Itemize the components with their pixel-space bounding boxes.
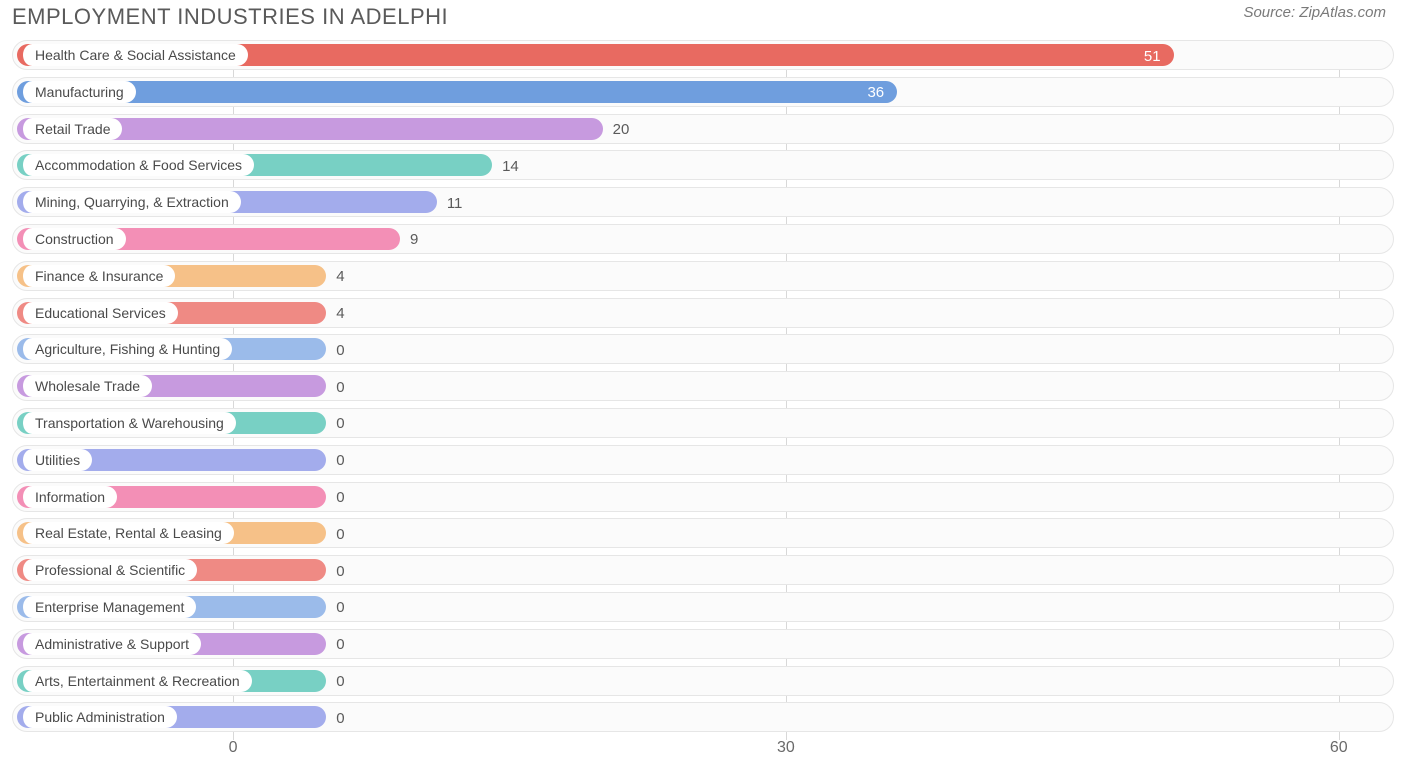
bar-row: Wholesale Trade 0	[12, 371, 1394, 401]
category-label: Manufacturing	[35, 84, 124, 100]
value-label: 0	[326, 372, 344, 402]
category-label: Information	[35, 489, 105, 505]
category-label: Mining, Quarrying, & Extraction	[35, 194, 229, 210]
category-pill: Professional & Scientific	[21, 559, 197, 581]
category-pill: Transportation & Warehousing	[21, 412, 236, 434]
value-label: 9	[400, 225, 418, 255]
category-label: Health Care & Social Assistance	[35, 47, 236, 63]
category-pill: Administrative & Support	[21, 633, 201, 655]
bar-rows: Health Care & Social Assistance 51 Manufac…	[12, 40, 1394, 732]
category-pill: Health Care & Social Assistance	[21, 44, 248, 66]
category-pill: Construction	[21, 228, 126, 250]
category-pill: Enterprise Management	[21, 596, 196, 618]
value-label: 14	[492, 151, 519, 181]
axis-tick: 0	[229, 739, 238, 757]
bar-row: Information 0	[12, 482, 1394, 512]
category-label: Arts, Entertainment & Recreation	[35, 673, 240, 689]
bar-row: Transportation & Warehousing 0	[12, 408, 1394, 438]
bar-row: Administrative & Support 0	[12, 629, 1394, 659]
category-pill: Public Administration	[21, 706, 177, 728]
axis-tick: 30	[777, 739, 795, 757]
category-pill: Mining, Quarrying, & Extraction	[21, 191, 241, 213]
category-label: Finance & Insurance	[35, 268, 163, 284]
bar-row: Agriculture, Fishing & Hunting 0	[12, 334, 1394, 364]
category-pill: Educational Services	[21, 302, 178, 324]
category-label: Real Estate, Rental & Leasing	[35, 525, 222, 541]
category-label: Accommodation & Food Services	[35, 157, 242, 173]
chart-header: EMPLOYMENT INDUSTRIES IN ADELPHI Source:…	[0, 0, 1406, 40]
bar-row: Real Estate, Rental & Leasing 0	[12, 518, 1394, 548]
category-pill: Real Estate, Rental & Leasing	[21, 522, 234, 544]
value-label: 4	[326, 299, 344, 329]
category-pill: Wholesale Trade	[21, 375, 152, 397]
category-label: Wholesale Trade	[35, 378, 140, 394]
bar-row: Utilities 0	[12, 445, 1394, 475]
value-label: 36	[857, 78, 884, 108]
value-label: 4	[326, 262, 344, 292]
value-label: 0	[326, 446, 344, 476]
category-label: Construction	[35, 231, 114, 247]
value-label: 0	[326, 703, 344, 733]
category-label: Professional & Scientific	[35, 562, 185, 578]
category-pill: Arts, Entertainment & Recreation	[21, 670, 252, 692]
bar-row: Manufacturing 36	[12, 77, 1394, 107]
value-label: 51	[1134, 41, 1161, 71]
value-label: 11	[437, 188, 463, 218]
value-label: 0	[326, 556, 344, 586]
category-pill: Finance & Insurance	[21, 265, 175, 287]
bar-row: Retail Trade 20	[12, 114, 1394, 144]
bar-row: Enterprise Management 0	[12, 592, 1394, 622]
category-pill: Information	[21, 486, 117, 508]
category-label: Administrative & Support	[35, 636, 189, 652]
value-label: 0	[326, 483, 344, 513]
category-pill: Manufacturing	[21, 81, 136, 103]
category-label: Educational Services	[35, 305, 166, 321]
bar-row: Educational Services 4	[12, 298, 1394, 328]
value-label: 0	[326, 667, 344, 697]
x-axis: 0 30 60	[12, 739, 1394, 763]
category-label: Enterprise Management	[35, 599, 184, 615]
value-label: 0	[326, 335, 344, 365]
bar-row: Accommodation & Food Services 14	[12, 150, 1394, 180]
category-pill: Utilities	[21, 449, 92, 471]
bar-row: Professional & Scientific 0	[12, 555, 1394, 585]
bar-row: Finance & Insurance 4	[12, 261, 1394, 291]
chart-title: EMPLOYMENT INDUSTRIES IN ADELPHI	[12, 4, 448, 30]
axis-tick: 60	[1330, 739, 1348, 757]
chart-source: Source: ZipAtlas.com	[1243, 4, 1386, 21]
category-label: Utilities	[35, 452, 80, 468]
bar-row: Health Care & Social Assistance 51	[12, 40, 1394, 70]
value-label: 0	[326, 519, 344, 549]
category-pill: Agriculture, Fishing & Hunting	[21, 338, 232, 360]
category-label: Public Administration	[35, 709, 165, 725]
category-pill: Retail Trade	[21, 118, 122, 140]
value-label: 0	[326, 593, 344, 623]
value-label: 20	[603, 115, 630, 145]
category-label: Transportation & Warehousing	[35, 415, 224, 431]
category-label: Agriculture, Fishing & Hunting	[35, 341, 220, 357]
bar-row: Public Administration 0	[12, 702, 1394, 732]
bar-row: Construction 9	[12, 224, 1394, 254]
bar-row: Arts, Entertainment & Recreation 0	[12, 666, 1394, 696]
value-label: 0	[326, 630, 344, 660]
value-label: 0	[326, 409, 344, 439]
bar-row: Mining, Quarrying, & Extraction 11	[12, 187, 1394, 217]
chart-area: Health Care & Social Assistance 51 Manufac…	[12, 40, 1394, 740]
category-pill: Accommodation & Food Services	[21, 154, 254, 176]
category-label: Retail Trade	[35, 121, 110, 137]
bar	[17, 81, 897, 103]
